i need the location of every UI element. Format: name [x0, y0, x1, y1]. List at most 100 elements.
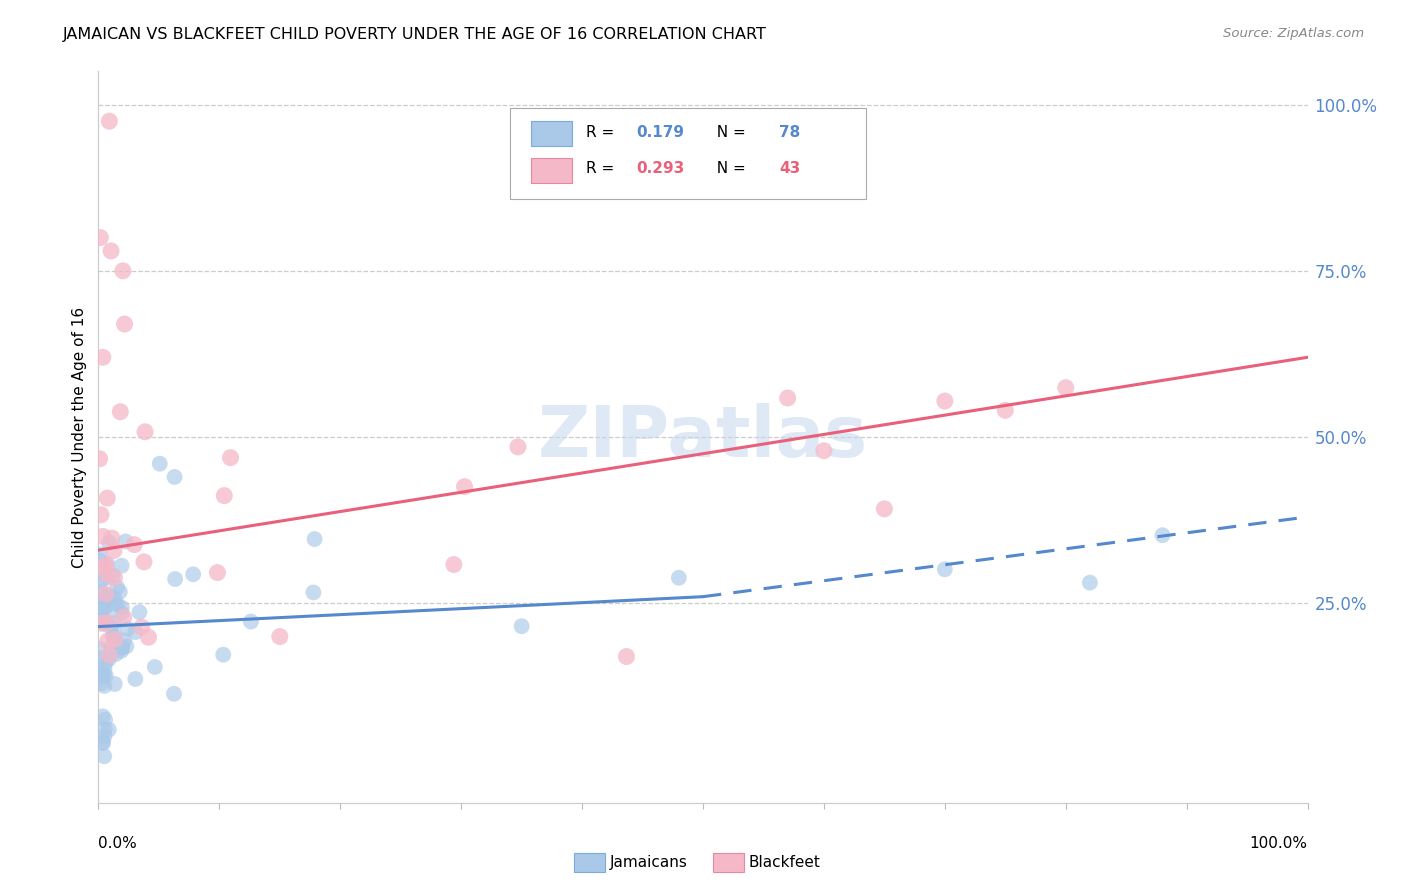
Point — [96, 609, 118, 624]
Point — [97, 652, 120, 666]
Point — [219, 450, 242, 465]
Point — [90, 676, 112, 690]
FancyBboxPatch shape — [713, 854, 744, 872]
Point — [163, 470, 186, 484]
Point — [89, 553, 111, 567]
Point — [96, 491, 118, 505]
Point — [90, 604, 112, 618]
Point — [110, 644, 132, 658]
Point — [302, 585, 325, 599]
Point — [90, 651, 112, 665]
Point — [134, 425, 156, 439]
Point — [239, 615, 262, 629]
Point — [143, 660, 166, 674]
Point — [94, 599, 117, 614]
FancyBboxPatch shape — [574, 854, 605, 872]
Point — [98, 535, 121, 549]
Point — [115, 639, 138, 653]
Point — [132, 555, 155, 569]
Point — [111, 607, 134, 621]
Y-axis label: Child Poverty Under the Age of 16: Child Poverty Under the Age of 16 — [72, 307, 87, 567]
Point — [112, 610, 135, 624]
Point — [91, 351, 114, 365]
Point — [104, 677, 127, 691]
Text: 0.293: 0.293 — [637, 161, 685, 176]
Point — [1078, 575, 1101, 590]
Point — [108, 584, 131, 599]
Point — [96, 557, 118, 571]
Point — [212, 648, 235, 662]
Point — [94, 594, 117, 608]
Point — [94, 669, 117, 683]
Point — [149, 457, 172, 471]
Point — [90, 508, 112, 522]
Point — [98, 648, 121, 662]
Point — [165, 572, 187, 586]
Point — [124, 672, 146, 686]
Point — [443, 558, 465, 572]
Point — [111, 640, 134, 655]
Point — [111, 264, 134, 278]
Point — [91, 667, 114, 681]
FancyBboxPatch shape — [531, 158, 572, 183]
Text: Source: ZipAtlas.com: Source: ZipAtlas.com — [1223, 27, 1364, 40]
Point — [89, 230, 111, 244]
Text: Jamaicans: Jamaicans — [610, 855, 688, 870]
Point — [111, 600, 134, 615]
Point — [510, 619, 533, 633]
Point — [94, 713, 117, 727]
Point — [100, 244, 122, 258]
Point — [207, 566, 229, 580]
Point — [103, 597, 125, 611]
Point — [117, 622, 139, 636]
Text: 0.179: 0.179 — [637, 125, 685, 139]
Point — [138, 630, 160, 644]
Point — [97, 634, 120, 648]
Point — [93, 729, 115, 743]
Point — [110, 405, 132, 419]
Point — [128, 605, 150, 619]
Point — [90, 585, 112, 599]
Text: N =: N = — [707, 125, 751, 139]
Point — [103, 571, 125, 585]
Point — [91, 603, 114, 617]
Point — [124, 625, 146, 640]
Point — [104, 629, 127, 643]
Point — [453, 480, 475, 494]
Point — [111, 640, 134, 655]
Point — [90, 574, 112, 589]
Point — [91, 616, 114, 631]
Point — [96, 567, 118, 582]
Point — [94, 571, 117, 585]
Text: 43: 43 — [779, 161, 800, 176]
Point — [114, 534, 136, 549]
Text: R =: R = — [586, 125, 619, 139]
Point — [96, 615, 118, 630]
Point — [97, 723, 120, 737]
Point — [111, 558, 134, 573]
Text: ZIPatlas: ZIPatlas — [538, 402, 868, 472]
Text: R =: R = — [586, 161, 619, 176]
Point — [101, 629, 124, 643]
Point — [93, 679, 115, 693]
Point — [93, 592, 115, 607]
Point — [89, 641, 111, 656]
Point — [269, 630, 291, 644]
Point — [776, 391, 799, 405]
Point — [122, 538, 145, 552]
Point — [93, 749, 115, 764]
Point — [994, 403, 1017, 417]
Point — [91, 735, 114, 749]
Point — [668, 571, 690, 585]
FancyBboxPatch shape — [531, 121, 572, 146]
Point — [89, 451, 111, 466]
Point — [101, 568, 124, 582]
Point — [101, 531, 124, 545]
Point — [91, 616, 114, 631]
Point — [103, 616, 125, 631]
Point — [93, 668, 115, 682]
Point — [96, 589, 118, 603]
Text: 78: 78 — [779, 125, 800, 139]
Point — [214, 489, 236, 503]
Point — [163, 687, 186, 701]
